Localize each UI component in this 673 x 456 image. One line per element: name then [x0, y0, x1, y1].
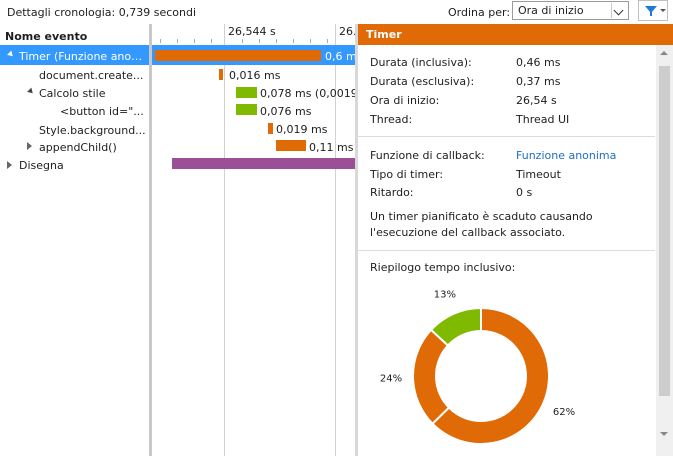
- sort-label: Ordina per:: [448, 6, 511, 19]
- ruler-label: 26,544 s: [228, 25, 276, 38]
- ruler-tick: [327, 39, 328, 43]
- splitter[interactable]: [149, 24, 152, 456]
- prop-value: 0,37 ms: [516, 75, 561, 88]
- timeline-bar-style-background[interactable]: [268, 123, 273, 134]
- duration-label-style-background: 0,019 ms: [276, 123, 328, 136]
- tree-item-calcolo-stile[interactable]: Calcolo stile: [39, 87, 106, 100]
- event-description: Un timer pianificato è scaduto causando …: [370, 210, 593, 239]
- sort-dropdown[interactable]: Ora di inizio: [512, 1, 629, 20]
- prop-value: Timeout: [516, 168, 561, 181]
- donut-slice-label: 24%: [380, 373, 402, 384]
- donut-slice: [431, 306, 550, 445]
- scroll-up-icon[interactable]: [660, 51, 668, 55]
- timeline-bar-calcolo-stile[interactable]: [236, 87, 257, 98]
- ruler-tick: [160, 39, 161, 43]
- callback-function-link[interactable]: Funzione anonima: [516, 149, 617, 162]
- timeline-bar-disegna[interactable]: [172, 158, 355, 169]
- tree-item-timer[interactable]: Timer (Funzione anoni...: [19, 50, 147, 63]
- prop-key: Durata (esclusiva):: [370, 75, 475, 88]
- collapsed-arrow-icon[interactable]: [27, 142, 32, 150]
- timeline-details-title: Dettagli cronologia: 0,739 secondi: [7, 6, 196, 19]
- timeline-bar-button[interactable]: [236, 104, 257, 115]
- filter-icon: [645, 6, 657, 13]
- summary-title: Riepilogo tempo inclusivo:: [370, 261, 516, 274]
- scrollbar-thumb[interactable]: [659, 66, 670, 396]
- ruler-tick: [310, 39, 311, 43]
- ruler-gridline: [335, 24, 336, 456]
- prop-key: Ora di inizio:: [370, 94, 440, 107]
- donut-slice-label: 13%: [434, 290, 456, 301]
- duration-label-calcolo-stile: 0,078 ms (0,0019...: [260, 87, 355, 100]
- prop-key: Funzione di callback:: [370, 149, 485, 162]
- expanded-arrow-icon[interactable]: [27, 87, 35, 96]
- scroll-down-icon[interactable]: [660, 432, 668, 436]
- ruler-tick: [276, 39, 277, 43]
- ruler-tick: [242, 39, 243, 43]
- details-title: Timer: [366, 28, 402, 41]
- prop-key: Tipo di timer:: [370, 168, 444, 181]
- sort-dropdown-value: Ora di inizio: [518, 4, 584, 17]
- separator: [358, 136, 655, 137]
- ruler-label: 26.: [339, 25, 357, 38]
- prop-value: 0,46 ms: [516, 56, 561, 69]
- details-pane: [358, 24, 673, 456]
- timeline-bar-append-child[interactable]: [276, 140, 306, 151]
- donut-slice-label: 62%: [553, 407, 575, 418]
- ruler-tick: [293, 39, 294, 43]
- prop-value: 26,54 s: [516, 94, 557, 107]
- chevron-down-icon: [660, 9, 666, 12]
- filter-button[interactable]: [638, 0, 668, 21]
- donut-slice: [429, 306, 482, 347]
- tree-item-style-background[interactable]: Style.background...: [39, 124, 146, 137]
- ruler-tick: [259, 39, 260, 43]
- filter-icon-stem: [650, 12, 652, 16]
- prop-key: Thread:: [370, 113, 413, 126]
- duration-label-timer: 0,6 m: [325, 50, 357, 63]
- ruler-gridline: [224, 24, 225, 456]
- duration-label-document-create: 0,016 ms: [229, 69, 281, 82]
- prop-key: Ritardo:: [370, 186, 414, 199]
- timeline-bar-timer[interactable]: [155, 50, 321, 61]
- collapsed-arrow-icon[interactable]: [7, 161, 12, 169]
- prop-value: 0 s: [516, 186, 533, 199]
- timeline-bar-document-create[interactable]: [219, 69, 223, 80]
- ruler-tick: [211, 39, 212, 43]
- inclusive-time-donut-chart: 62% 24% 13%: [380, 290, 575, 445]
- donut-slice: [412, 328, 451, 426]
- prop-key: Durata (inclusiva):: [370, 56, 472, 69]
- duration-label-append-child: 0,11 ms: [309, 141, 354, 154]
- tree-item-append-child[interactable]: appendChild(): [39, 141, 117, 154]
- ruler-tick: [194, 39, 195, 43]
- tree-item-document-create[interactable]: document.create...: [39, 69, 144, 82]
- ruler-tick: [177, 39, 178, 43]
- tree-item-button[interactable]: <button id="...: [60, 105, 144, 118]
- details-header: [358, 24, 673, 45]
- tree-item-disegna[interactable]: Disegna: [19, 159, 64, 172]
- selected-row-highlight[interactable]: [0, 45, 149, 65]
- column-header-event-name[interactable]: Nome evento: [5, 30, 88, 43]
- separator: [358, 250, 655, 251]
- duration-label-button: 0,076 ms: [260, 105, 312, 118]
- prop-value: Thread UI: [516, 113, 570, 126]
- chevron-down-icon[interactable]: [611, 3, 627, 18]
- splitter[interactable]: [355, 24, 358, 456]
- time-ruler: [152, 24, 356, 46]
